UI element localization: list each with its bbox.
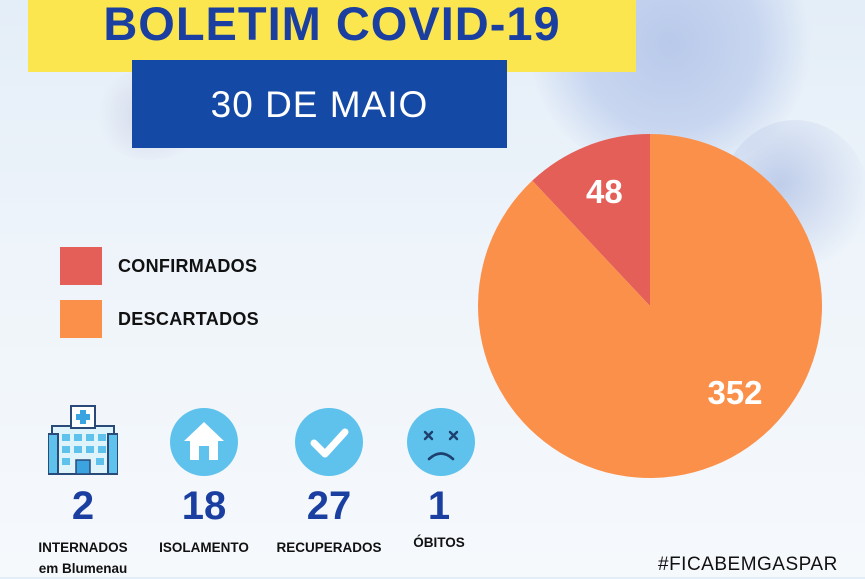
legend-label-confirmados: CONFIRMADOS [118,255,258,276]
legend-item-descartados: DESCARTADOS [60,299,259,339]
stat-label-line2: em Blumenau [38,561,128,576]
date-banner: 30 DE MAIO [132,60,507,148]
stat-label-obitos: ÓBITOS [364,532,514,553]
hospital-icon [48,405,118,475]
stat-value-isolamento: 18 [181,484,227,528]
stat-isolamento: 18 ISOLAMENTO [129,400,279,575]
pie-slice-descartados [478,134,822,478]
title-banner: BOLETIM COVID-19 [28,0,636,72]
stat-label-recuperados: RECUPERADOS [254,537,404,558]
stat-label-internados: INTERNADOS em Blumenau [8,537,158,579]
stat-value-internados: 2 [71,484,95,528]
stat-label-line1: ÓBITOS [413,535,465,550]
legend-swatch-descartados [60,300,102,338]
hashtag-footer: #FICABEMGASPAR [658,554,838,575]
sad-face-icon [407,408,475,476]
house-icon [170,408,238,476]
stat-value-obitos: 1 [427,484,451,528]
legend-item-confirmados: CONFIRMADOS [60,246,257,286]
pie-slice-confirmados [532,134,650,306]
pie-chart: 48 352 [478,134,822,478]
stat-label-line1: RECUPERADOS [276,540,382,555]
pie-label-descartados: 352 [707,374,762,411]
page-title: BOLETIM COVID-19 [103,0,561,50]
stat-label-line1: ISOLAMENTO [159,540,249,555]
legend-label-descartados: DESCARTADOS [118,308,259,329]
stat-recuperados: 27 RECUPERADOS [254,400,404,575]
stat-label-line1: INTERNADOS [38,540,128,555]
checkmark-icon [295,408,363,476]
stat-label-isolamento: ISOLAMENTO [129,537,279,558]
pie-label-confirmados: 48 [586,173,623,210]
stat-internados: 2 INTERNADOS em Blumenau [8,400,158,576]
stat-obitos: 1 ÓBITOS [364,400,514,575]
report-date: 30 DE MAIO [210,84,429,125]
stat-value-recuperados: 27 [306,484,352,528]
legend-swatch-confirmados [60,247,102,285]
